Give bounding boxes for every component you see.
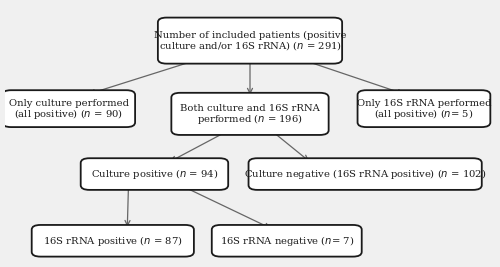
FancyBboxPatch shape	[2, 90, 135, 127]
FancyBboxPatch shape	[212, 225, 362, 257]
Text: (all positive) ($n$ = 90): (all positive) ($n$ = 90)	[14, 107, 123, 121]
Text: Number of included patients (positive: Number of included patients (positive	[154, 31, 346, 40]
Text: Only 16S rRNA performed: Only 16S rRNA performed	[356, 99, 491, 108]
FancyBboxPatch shape	[80, 158, 228, 190]
Text: Culture positive ($n$ = 94): Culture positive ($n$ = 94)	[91, 167, 218, 181]
FancyBboxPatch shape	[172, 93, 328, 135]
Text: Culture negative (16S rRNA positive) ($n$ = 102): Culture negative (16S rRNA positive) ($n…	[244, 167, 486, 181]
Text: culture and/or 16S rRNA) ($n$ = 291): culture and/or 16S rRNA) ($n$ = 291)	[158, 39, 342, 52]
Text: Only culture performed: Only culture performed	[8, 99, 128, 108]
Text: (all positive) ($n$= 5): (all positive) ($n$= 5)	[374, 107, 474, 121]
FancyBboxPatch shape	[32, 225, 194, 257]
Text: 16S rRNA positive ($n$ = 87): 16S rRNA positive ($n$ = 87)	[43, 234, 182, 248]
Text: Both culture and 16S rRNA: Both culture and 16S rRNA	[180, 104, 320, 113]
Text: performed ($n$ = 196): performed ($n$ = 196)	[197, 112, 303, 126]
FancyBboxPatch shape	[248, 158, 482, 190]
Text: 16S rRNA negative ($n$= 7): 16S rRNA negative ($n$= 7)	[220, 234, 354, 248]
FancyBboxPatch shape	[358, 90, 490, 127]
FancyBboxPatch shape	[158, 18, 342, 64]
